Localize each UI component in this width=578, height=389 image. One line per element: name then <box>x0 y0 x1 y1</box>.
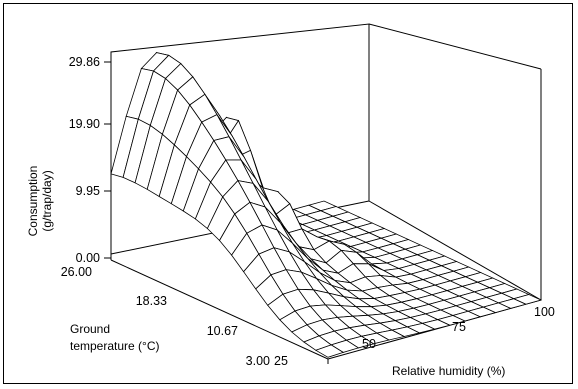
z-tick-label: 19.90 <box>69 117 100 131</box>
surface-cell <box>314 344 345 358</box>
humidity-tick-label: 100 <box>534 305 555 319</box>
z-tick-label: 29.86 <box>69 55 100 69</box>
temperature-tick-label: 10.67 <box>207 324 238 338</box>
z-axis-label-units: (g/trap/day) <box>40 170 54 231</box>
surface-mesh <box>110 51 543 358</box>
temperature-tick-label: 3.00 <box>246 354 270 368</box>
humidity-axis-label: Relative humidity (%) <box>392 364 505 378</box>
temperature-axis <box>110 259 329 360</box>
temperature-axis-label: Ground <box>70 322 110 336</box>
chart-frame: 29.86 19.90 9.95 0.00 26.00 18.33 10.67 … <box>3 3 573 384</box>
temperature-tick-label: 26.00 <box>61 265 92 279</box>
temperature-tick-label: 18.33 <box>136 294 167 308</box>
surface-chart: 29.86 19.90 9.95 0.00 26.00 18.33 10.67 … <box>26 23 555 378</box>
humidity-tick-label: 75 <box>452 320 466 334</box>
humidity-tick-label: 50 <box>362 337 376 351</box>
z-tick-label: 9.95 <box>76 184 100 198</box>
back-wall-top-right <box>368 23 542 70</box>
z-ticks <box>104 61 111 259</box>
z-tick-label: 0.00 <box>76 251 100 265</box>
back-wall-left <box>110 23 370 254</box>
humidity-tick-label: 25 <box>274 354 288 368</box>
base-right <box>368 200 542 301</box>
temperature-axis-label-units: temperature (°C) <box>70 339 160 353</box>
axis-box <box>110 23 542 364</box>
z-axis-label: Consumption <box>26 166 40 237</box>
